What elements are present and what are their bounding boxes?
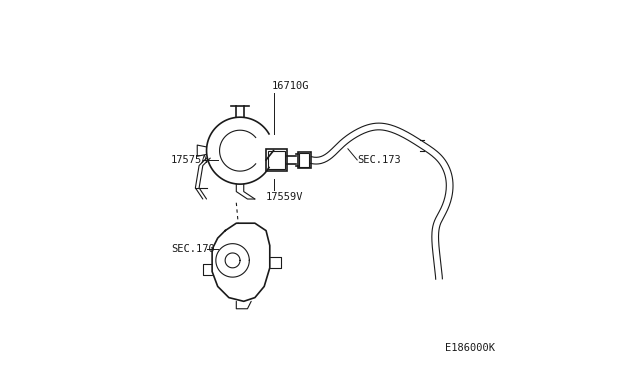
Polygon shape <box>212 223 270 301</box>
Text: SEC.173: SEC.173 <box>357 155 401 165</box>
Text: E186000K: E186000K <box>445 343 495 353</box>
Text: 17559V: 17559V <box>266 192 303 202</box>
Text: 16710G: 16710G <box>271 81 309 90</box>
Text: SEC.170: SEC.170 <box>172 244 215 254</box>
Text: 17575A: 17575A <box>172 155 209 165</box>
